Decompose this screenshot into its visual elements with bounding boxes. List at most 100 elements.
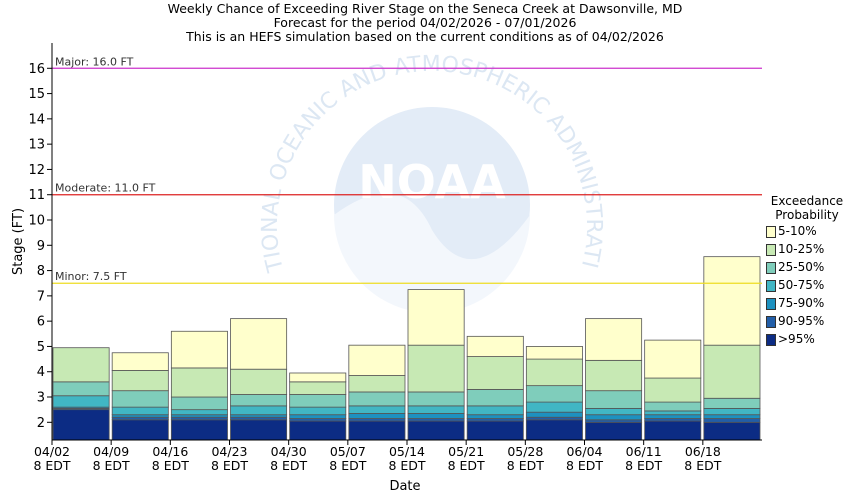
chart-title: Weekly Chance of Exceeding River Stage o… [167,1,683,16]
bar-week-7-band-3 [407,413,465,419]
legend-item-6: 90-95% [764,312,850,330]
bar-week-7-band-5 [407,391,465,407]
bar-week-1-band-5 [52,381,110,397]
bar-week-3-band-1 [170,419,228,441]
bar-week-6-band-4 [348,405,406,414]
x-tick-time-6: 8 EDT [329,458,366,473]
bar-week-7-band-6 [407,344,465,393]
bar-week-6-band-3 [348,413,406,419]
legend-swatch [766,280,776,292]
bar-week-5-band-7 [289,372,347,383]
bar-week-10-band-7 [585,318,643,361]
chart-subtitle: Forecast for the period 04/02/2026 - 07/… [273,15,577,30]
bar-week-8-band-1 [466,420,524,441]
x-tick-date-4: 04/23 [211,444,247,459]
y-tick-label-9: 9 [37,239,45,254]
bar-week-11-band-7 [644,339,702,379]
bar-week-8-band-3 [466,414,524,419]
bar-week-12-band-5 [703,397,761,409]
x-tick-time-10: 8 EDT [566,458,603,473]
bar-week-10-band-5 [585,390,643,409]
chart-subtitle-note: This is an HEFS simulation based on the … [186,29,664,44]
x-tick-time-9: 8 EDT [507,458,544,473]
legend-swatch [766,316,776,328]
y-tick-label-7: 7 [37,289,45,304]
bar-week-5-band-5 [289,394,347,408]
bar-week-4-band-6 [230,368,288,395]
legend-item-4: 50-75% [764,276,850,294]
x-tick-date-6: 05/07 [330,444,366,459]
x-tick-time-1: 8 EDT [33,458,70,473]
bar-week-9-band-7 [525,346,583,360]
bar-week-4-band-4 [230,405,288,416]
y-tick-label-2: 2 [37,416,45,431]
y-tick-label-5: 5 [37,340,45,355]
bar-week-9-band-4 [525,401,583,413]
bar-week-10-band-1 [585,421,643,441]
bar-week-1-band-4 [52,395,110,408]
legend-label: 5-10% [778,224,817,238]
bar-week-2-band-7 [111,352,169,371]
x-tick-date-9: 05/28 [507,444,543,459]
x-tick-date-7: 05/14 [389,444,425,459]
y-tick-label-12: 12 [28,163,45,178]
bar-week-6-band-6 [348,375,406,393]
bar-week-9-band-6 [525,358,583,387]
x-tick-time-5: 8 EDT [270,458,307,473]
y-tick-label-6: 6 [37,315,45,330]
legend-label: 10-25% [778,242,825,256]
x-tick-time-2: 8 EDT [93,458,130,473]
bar-week-12-band-3 [703,414,761,419]
bar-week-4-band-7 [230,318,288,370]
bar-week-3-band-6 [170,367,228,398]
x-axis-label: Date [389,479,420,494]
y-tick-label-8: 8 [37,264,45,279]
threshold-label-2: Moderate: 11.0 FT [55,182,156,195]
legend-swatch [766,226,776,238]
x-tick-date-3: 04/16 [152,444,188,459]
bar-week-8-band-4 [466,405,524,416]
bar-week-2-band-1 [111,419,169,441]
bar-week-2-band-4 [111,406,169,416]
bar-week-3-band-4 [170,409,228,416]
bar-week-11-band-1 [644,420,702,441]
y-tick-label-10: 10 [28,214,45,229]
x-tick-time-8: 8 EDT [448,458,485,473]
bar-week-5-band-4 [289,406,347,416]
threshold-label-3: Minor: 7.5 FT [55,270,127,283]
y-tick-label-14: 14 [28,112,45,127]
bar-week-7-band-7 [407,289,465,346]
noaa-watermark-logo: NOAA [358,155,506,209]
x-tick-time-7: 8 EDT [388,458,425,473]
x-tick-date-12: 06/18 [685,444,721,459]
x-tick-date-2: 04/09 [93,444,129,459]
bar-week-12-band-4 [703,407,761,416]
y-axis-label: Stage (FT) [11,208,26,275]
bar-week-11-band-4 [644,410,702,416]
bar-week-8-band-6 [466,356,524,390]
y-tick-label-15: 15 [28,87,45,102]
legend-item-1: 5-10% [764,222,850,240]
bar-week-11-band-5 [644,401,702,412]
legend-label: 50-75% [778,278,825,292]
bar-week-5-band-3 [289,414,347,419]
x-tick-date-8: 05/21 [448,444,484,459]
y-tick-label-13: 13 [28,138,45,153]
y-tick-label-11: 11 [28,188,45,203]
bar-week-8-band-5 [466,389,524,407]
legend-swatch [766,298,776,310]
y-tick-label-16: 16 [28,62,45,77]
bar-week-9-band-3 [525,411,583,418]
bar-week-12-band-1 [703,421,761,441]
legend-title-line2: Probability [775,208,839,222]
bar-week-12-band-6 [703,344,761,399]
bar-week-1-band-1 [52,409,110,441]
bar-week-8-band-7 [466,335,524,357]
legend: Exceedance Probability 5-10% 10-25% 25-50%… [764,194,850,348]
bar-week-2-band-5 [111,390,169,408]
x-tick-date-10: 06/04 [566,444,602,459]
legend-label: >95% [778,332,815,346]
legend-label: 90-95% [778,314,825,328]
x-tick-time-4: 8 EDT [211,458,248,473]
